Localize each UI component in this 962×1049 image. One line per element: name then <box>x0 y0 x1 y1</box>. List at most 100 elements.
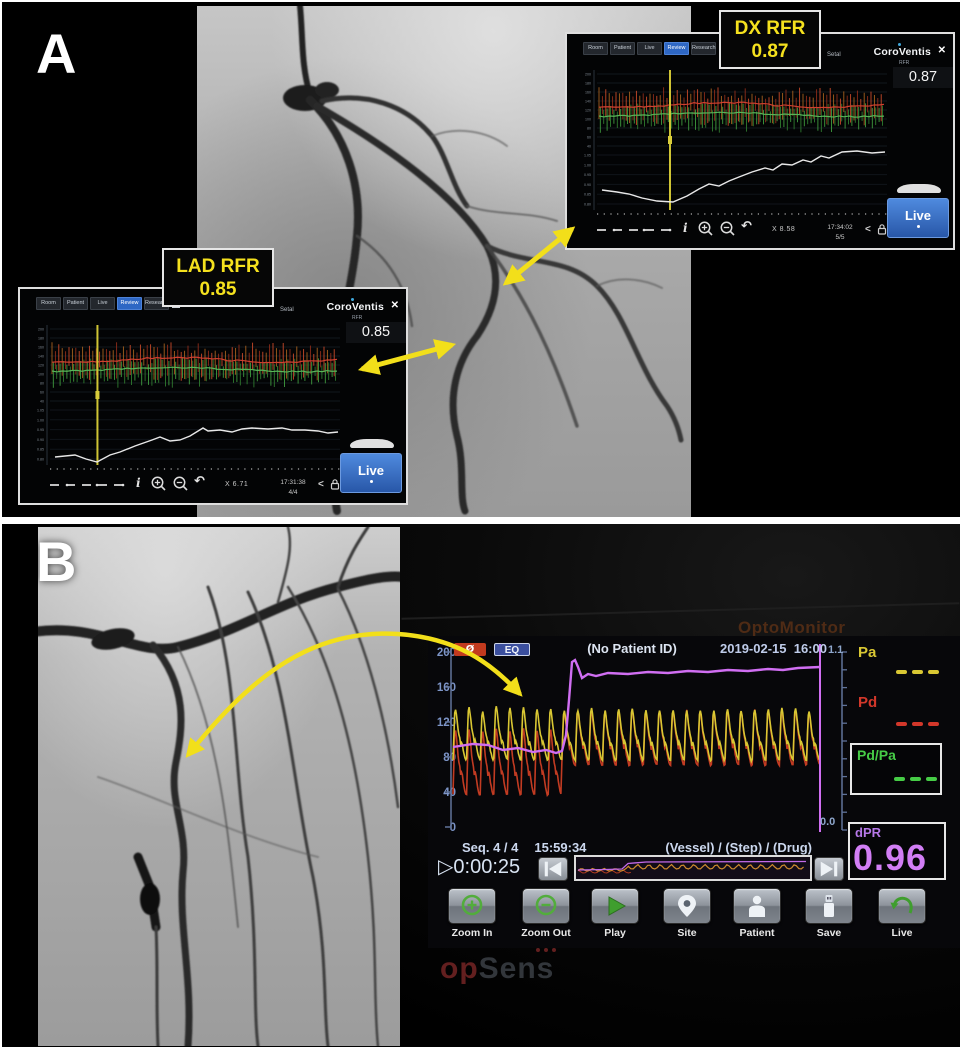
tab-research[interactable]: Research <box>691 42 716 55</box>
pa-label: Pa <box>858 644 877 661</box>
zoom-in-icon[interactable] <box>150 475 168 493</box>
save-button[interactable]: Save <box>805 888 853 939</box>
svg-text:40: 40 <box>40 400 44 404</box>
skip-back-icon <box>544 861 562 877</box>
rfr-label: RFR <box>352 315 363 321</box>
tab-patient[interactable]: Patient <box>610 42 635 55</box>
panel-b: B OptoMonitor 200 160 120 80 40 0 Ø EQ (… <box>2 524 960 1047</box>
skip-forward-button[interactable] <box>814 857 844 881</box>
optomonitor-brand: OptoMonitor <box>738 618 846 637</box>
sequence-row: Seq. 4 / 4 15:59:34 <box>462 840 586 855</box>
button-label: Patient <box>739 927 775 939</box>
live-button[interactable]: Live <box>340 453 402 493</box>
live-hump <box>897 184 941 193</box>
site-button[interactable]: Site <box>663 888 711 939</box>
zoom-out-icon[interactable] <box>172 475 190 493</box>
coroventis-logo: CoroVentis <box>873 46 931 58</box>
live-button[interactable]: Live <box>878 888 926 939</box>
close-icon[interactable]: ✕ <box>937 45 946 56</box>
live-label: Live <box>904 208 931 223</box>
patient-icon <box>749 895 765 917</box>
pdpa-box: Pd/Pa <box>850 743 942 795</box>
close-icon[interactable]: ✕ <box>390 300 399 311</box>
dx-rfr-value: 0.87 <box>751 41 789 62</box>
ratio-axis-top: 1.1 <box>828 644 844 656</box>
live-button[interactable]: Live <box>887 198 949 238</box>
svg-text:0.90: 0.90 <box>37 438 44 442</box>
patient-id: (No Patient ID) <box>587 641 677 656</box>
button-label: Zoom Out <box>521 927 571 939</box>
elapsed-time: 0:00:25 <box>453 856 521 878</box>
svg-text:40: 40 <box>587 145 591 149</box>
logo-dot <box>898 43 901 46</box>
info-icon[interactable]: i <box>683 221 688 235</box>
info-icon[interactable]: i <box>136 476 141 490</box>
button-label: Site <box>677 927 697 939</box>
rfr-label: RFR <box>899 60 910 66</box>
zoom-in-button[interactable]: Zoom In <box>448 888 496 939</box>
eq-badge[interactable]: EQ <box>494 643 530 656</box>
dx-rfr-callout: DX RFR 0.87 <box>719 10 821 69</box>
svg-text:160: 160 <box>38 346 44 350</box>
y-tick: 160 <box>437 682 456 694</box>
tab-room[interactable]: Room <box>583 42 608 55</box>
mute-badge[interactable]: Ø <box>454 643 486 656</box>
y-tick: 40 <box>443 787 456 799</box>
dpr-box: dPR 0.96 <box>848 822 946 880</box>
svg-text:100: 100 <box>38 373 44 377</box>
pullback-chart-lad[interactable]: 200 180 160 140 120 100 80 60 40 1.05 1.00 0.95 0.90… <box>20 289 406 503</box>
patient-button[interactable]: Patient <box>733 888 781 939</box>
logo-dot <box>351 298 354 301</box>
patient-tag[interactable]: Setal <box>827 52 841 58</box>
zoom-in-icon[interactable] <box>697 220 715 238</box>
svg-text:1.05: 1.05 <box>584 154 591 158</box>
svg-text:200: 200 <box>38 328 44 332</box>
undo-icon[interactable]: ↶ <box>194 474 205 489</box>
tab-live[interactable]: Live <box>90 297 115 310</box>
opsens-dots <box>536 948 556 952</box>
y-tick: 0 <box>450 822 456 834</box>
prev-icon[interactable]: < <box>318 479 324 490</box>
lock-icon[interactable] <box>876 223 888 236</box>
zoom-factor: X 6.71 <box>225 481 249 488</box>
button-label: Zoom In <box>451 927 493 939</box>
datetime: 2019-02-15 16:00 <box>720 641 827 656</box>
tab-review[interactable]: Review <box>117 297 142 310</box>
pdpa-label: Pd/Pa <box>857 747 896 763</box>
recording-time: 17:34:02 5/5 <box>819 223 861 243</box>
button-label: Save <box>816 927 842 939</box>
vessel-step-drug: (Vessel) / (Step) / (Drug) <box>665 840 812 855</box>
sequence-time: 15:59:34 <box>534 840 587 855</box>
prev-icon[interactable]: < <box>865 224 871 235</box>
lock-icon[interactable] <box>329 478 341 491</box>
live-label: Live <box>357 463 384 478</box>
opsens-logo: opSens <box>440 948 556 986</box>
panel-b-label: B <box>36 530 77 593</box>
undo-icon[interactable]: ↶ <box>741 219 752 234</box>
tab-review[interactable]: Review <box>664 42 689 55</box>
panel-a: A 200 180 160 140 120 100 80 60 40 1.05 1.00 0.95 0.… <box>2 2 960 517</box>
skip-back-button[interactable] <box>538 857 568 881</box>
tab-room[interactable]: Room <box>36 297 61 310</box>
zoom-out-button[interactable]: Zoom Out <box>521 888 571 939</box>
tab-live[interactable]: Live <box>637 42 662 55</box>
recording-time: 17:31:38 4/4 <box>272 478 314 498</box>
play-outline-icon[interactable]: ▷ <box>438 854 454 878</box>
pd-label: Pd <box>858 694 878 711</box>
zoom-out-icon <box>535 894 557 916</box>
clock: 17:31:38 <box>280 479 306 486</box>
zoom-out-icon[interactable] <box>719 220 737 238</box>
pd-value-dashes <box>896 722 939 726</box>
lad-rfr-callout: LAD RFR 0.85 <box>162 248 274 307</box>
patient-tag[interactable]: Setal <box>280 307 294 313</box>
playback-elapsed: ▷0:00:25 <box>438 854 520 879</box>
svg-text:140: 140 <box>585 100 591 104</box>
zoom-factor: X 8.58 <box>772 226 796 233</box>
pullback-chart-dx[interactable]: 200 180 160 140 120 100 80 60 40 1.05 1.00 0.95 0.90… <box>567 34 953 248</box>
page-indicator: 5/5 <box>835 233 845 241</box>
tab-patient[interactable]: Patient <box>63 297 88 310</box>
y-tick: 120 <box>437 717 456 729</box>
play-button[interactable]: Play <box>591 888 639 939</box>
scrub-bar[interactable] <box>574 855 812 881</box>
